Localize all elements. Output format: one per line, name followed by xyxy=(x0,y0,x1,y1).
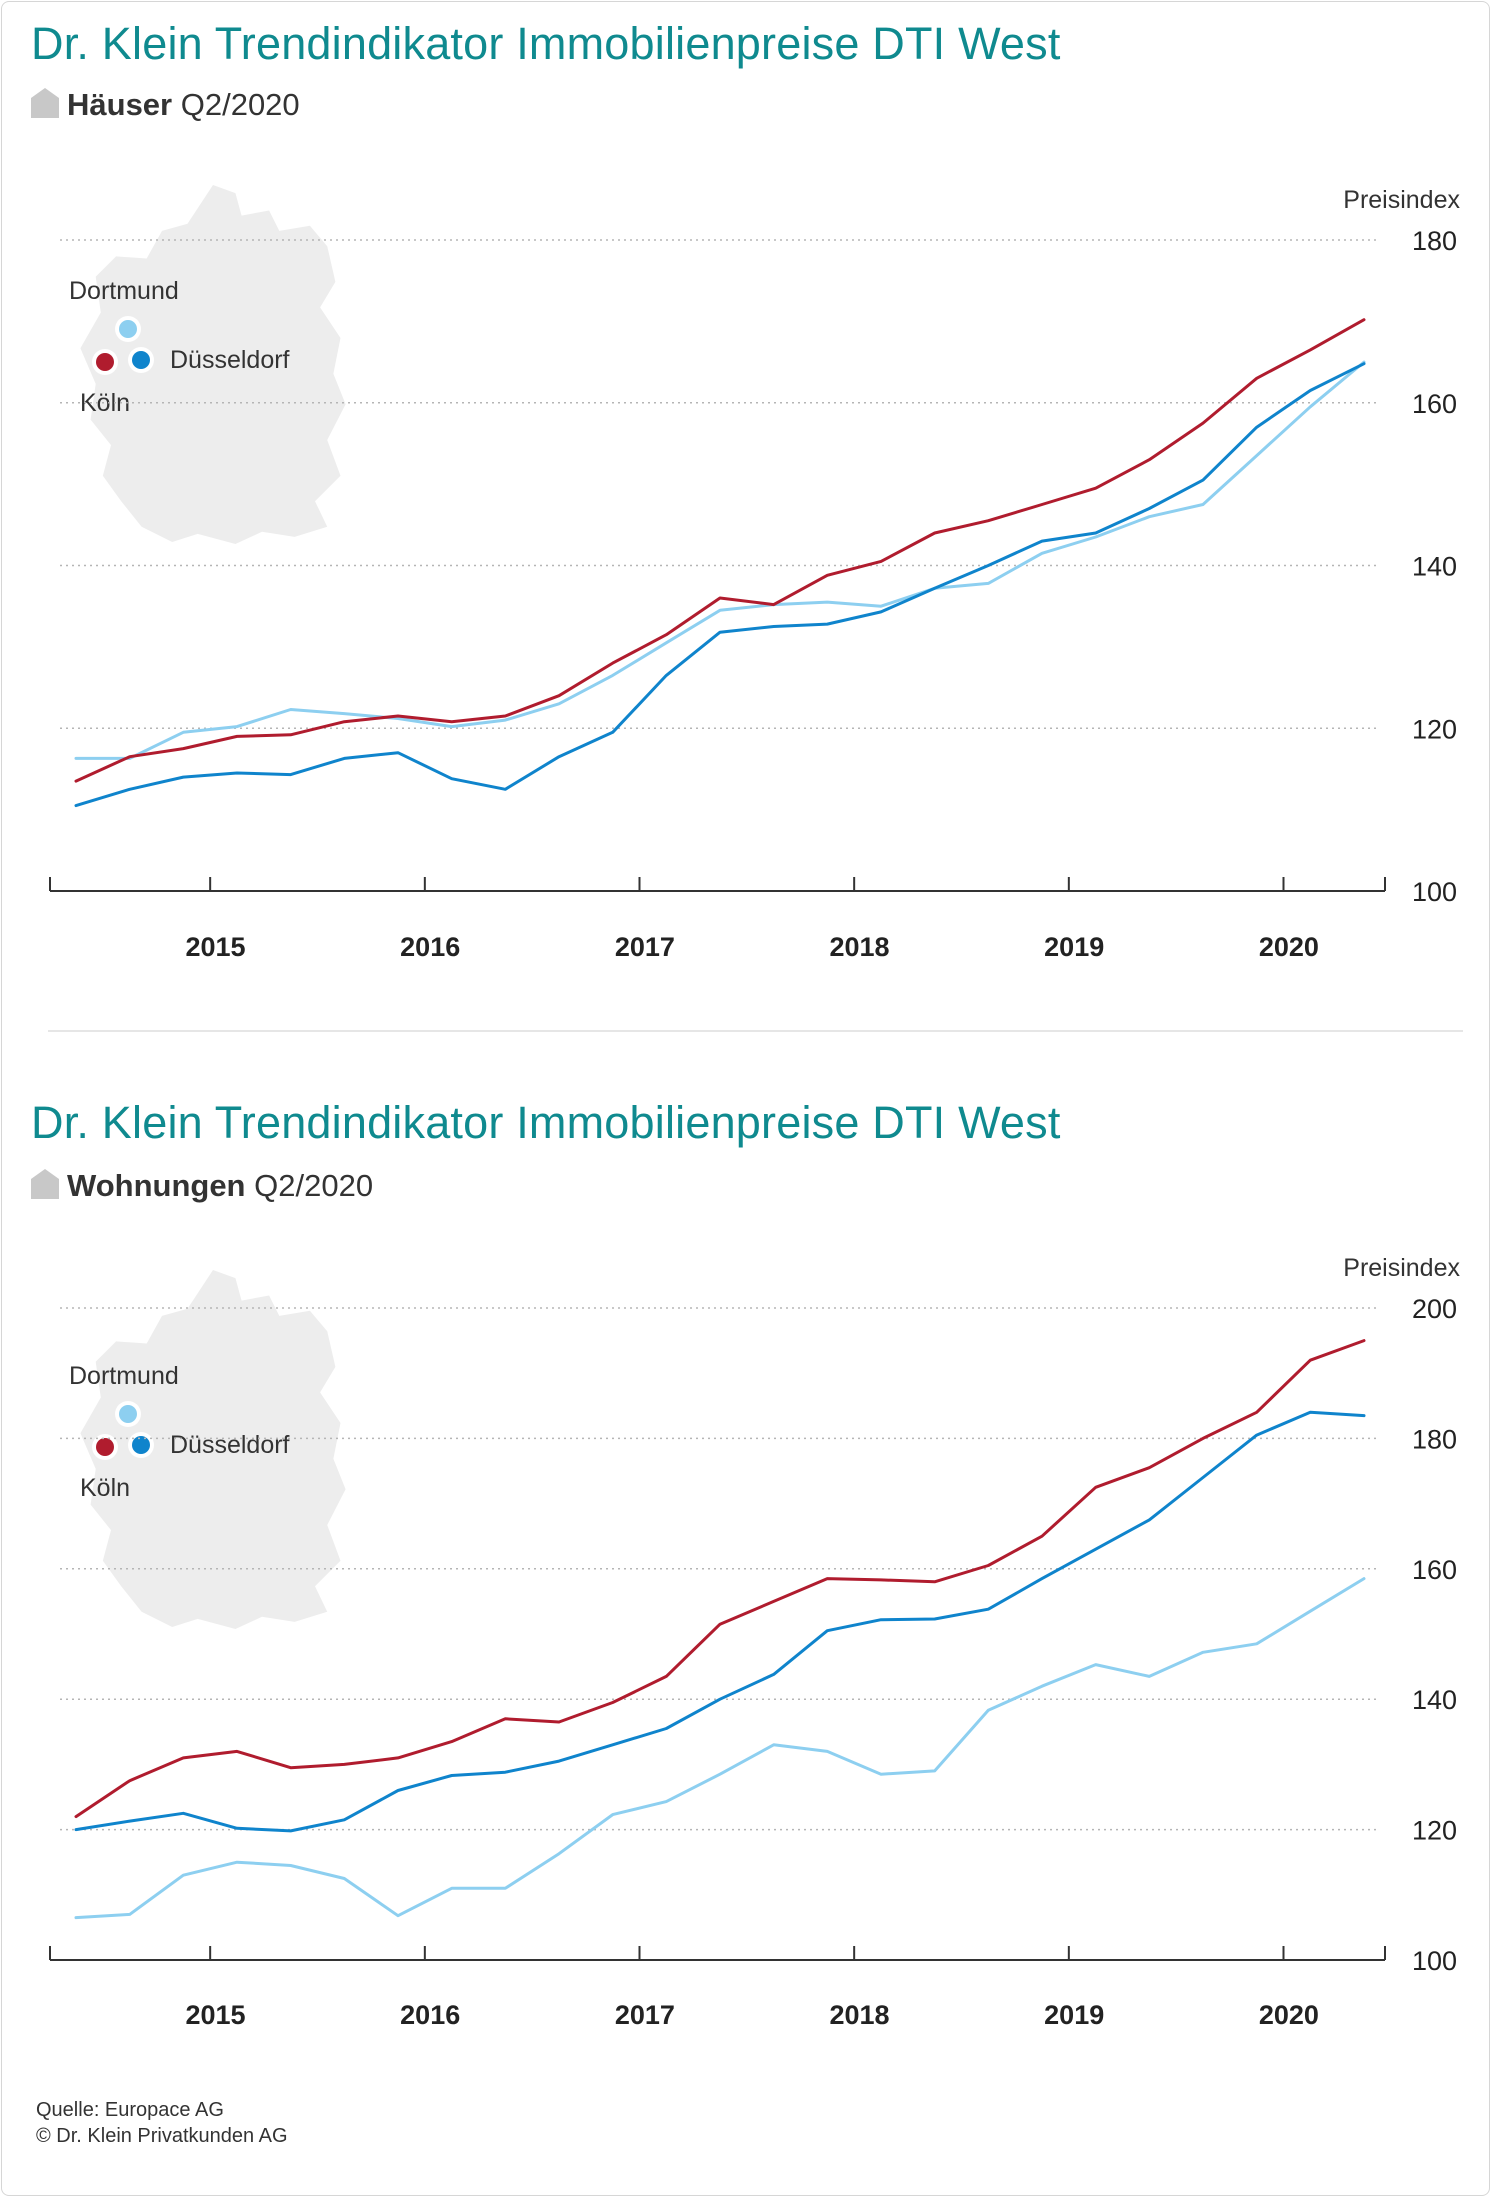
y-tick-label: 200 xyxy=(1412,1294,1457,1324)
chart-subtitle: Wohnungen Q2/2020 xyxy=(31,1168,373,1204)
series-line-koeln xyxy=(74,318,1366,783)
series-line-duesseldorf xyxy=(74,1410,1366,1833)
germany-map xyxy=(80,1270,346,1630)
y-tick-label: 180 xyxy=(1412,1424,1457,1454)
chart-panel-apartments: Dr. Klein Trendindikator Immobilienpreis… xyxy=(0,1080,1493,2080)
series-line-koeln xyxy=(74,1339,1366,1819)
y-tick-label: 120 xyxy=(1412,1816,1457,1846)
price-index-chart-apartments: Dortmund Düsseldorf Köln 100 120 140 160 180 200… xyxy=(49,1254,1460,2030)
y-tick-label: 120 xyxy=(1412,714,1457,744)
legend-dot-duesseldorf xyxy=(132,1436,150,1454)
germany-map-shape xyxy=(80,185,346,545)
y-axis-title: Preisindex xyxy=(1343,1254,1460,1282)
germany-map xyxy=(80,185,346,545)
legend-dot-duesseldorf xyxy=(132,351,150,369)
subtitle-category: Häuser xyxy=(67,87,173,122)
series-line-dortmund xyxy=(74,1577,1366,1920)
y-tick-label: 140 xyxy=(1412,1685,1457,1715)
legend-dot-dortmund xyxy=(119,320,137,338)
y-tick-label: 140 xyxy=(1412,552,1457,582)
y-tick-label: 180 xyxy=(1412,226,1457,256)
x-tick-label: 2018 xyxy=(829,932,889,962)
legend-label-dortmund: Dortmund xyxy=(69,277,179,305)
y-axis-title: Preisindex xyxy=(1343,186,1460,214)
legend-label-duesseldorf: Düsseldorf xyxy=(170,1431,290,1459)
x-tick-label: 2017 xyxy=(615,932,675,962)
house-icon xyxy=(31,1169,59,1199)
germany-map-shape xyxy=(80,1270,346,1630)
chart-title: Dr. Klein Trendindikator Immobilienpreis… xyxy=(31,1097,1061,1148)
chart-panel-houses: Dr. Klein Trendindikator Immobilienpreis… xyxy=(0,0,1493,1030)
x-tick-label: 2017 xyxy=(615,2000,675,2030)
house-icon xyxy=(31,88,59,118)
x-tick-label: 2020 xyxy=(1259,932,1319,962)
copyright-note: © Dr. Klein Privatkunden AG xyxy=(36,2125,288,2147)
panel-divider xyxy=(48,1030,1463,1032)
y-tick-label: 100 xyxy=(1412,1946,1457,1976)
legend-label-koeln: Köln xyxy=(80,389,130,417)
price-index-chart-houses: Dortmund Düsseldorf Köln 100 120 140 160 180 Pre… xyxy=(49,185,1460,962)
footer: Quelle: Europace AG © Dr. Klein Privatku… xyxy=(36,2097,288,2149)
chart-subtitle: Häuser Q2/2020 xyxy=(31,87,300,123)
y-tick-label: 160 xyxy=(1412,1555,1457,1585)
legend-label-duesseldorf: Düsseldorf xyxy=(170,346,290,374)
series-line-dortmund xyxy=(74,360,1366,760)
x-tick-label: 2016 xyxy=(400,2000,460,2030)
x-tick-label: 2015 xyxy=(185,2000,245,2030)
legend-dot-koeln xyxy=(96,1438,114,1456)
x-tick-label: 2019 xyxy=(1044,932,1104,962)
legend-label-dortmund: Dortmund xyxy=(69,1362,179,1390)
x-tick-label: 2020 xyxy=(1259,2000,1319,2030)
chart-title: Dr. Klein Trendindikator Immobilienpreis… xyxy=(31,18,1061,69)
subtitle-period: Q2/2020 xyxy=(254,1168,374,1203)
legend-label-koeln: Köln xyxy=(80,1474,130,1502)
subtitle-category: Wohnungen xyxy=(67,1168,246,1203)
subtitle-period: Q2/2020 xyxy=(180,87,300,122)
x-tick-label: 2018 xyxy=(829,2000,889,2030)
x-tick-label: 2019 xyxy=(1044,2000,1104,2030)
y-tick-label: 160 xyxy=(1412,389,1457,419)
legend-dot-koeln xyxy=(96,353,114,371)
series-line-duesseldorf xyxy=(74,362,1366,808)
y-tick-label: 100 xyxy=(1412,877,1457,907)
x-tick-label: 2015 xyxy=(185,932,245,962)
x-tick-label: 2016 xyxy=(400,932,460,962)
legend-dot-dortmund xyxy=(119,1405,137,1423)
source-note: Quelle: Europace AG xyxy=(36,2099,224,2121)
